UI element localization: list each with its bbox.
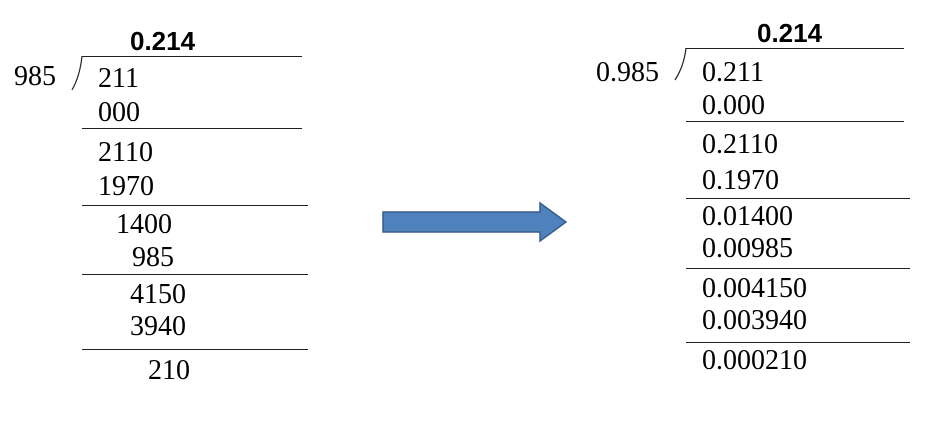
- right-row-3: 0.2110: [702, 129, 778, 160]
- right-division-bracket: [674, 48, 687, 81]
- right-rule-1: [686, 121, 904, 122]
- right-divisor: 0.985: [596, 57, 659, 88]
- right-quotient: 0.214: [757, 18, 823, 48]
- left-row-4: 1970: [98, 171, 154, 202]
- left-row-1: 211: [98, 63, 139, 94]
- right-row-6: 0.00985: [702, 233, 793, 264]
- right-vinculum: [686, 48, 904, 49]
- left-row-5: 1400: [116, 209, 172, 240]
- right-row-1: 0.211: [702, 57, 764, 88]
- left-row-7: 4150: [130, 279, 186, 310]
- left-row-6: 985: [132, 242, 174, 273]
- left-vinculum: [82, 56, 302, 57]
- right-row-8: 0.003940: [702, 305, 807, 336]
- left-row-3: 2110: [98, 137, 153, 168]
- left-divisor: 985: [14, 61, 56, 92]
- left-rule-4: [82, 349, 308, 350]
- left-rule-1: [82, 128, 302, 129]
- left-row-9: 210: [148, 355, 190, 386]
- right-row-2: 0.000: [702, 90, 765, 121]
- left-quotient: 0.214: [130, 26, 196, 56]
- left-rule-3: [82, 274, 308, 275]
- right-rule-4: [686, 342, 910, 343]
- right-arrow-icon: [382, 201, 568, 243]
- right-row-9: 0.000210: [702, 345, 807, 376]
- right-rule-2: [686, 198, 910, 199]
- left-rule-2: [82, 205, 308, 206]
- left-row-8: 3940: [130, 311, 186, 342]
- right-row-4: 0.1970: [702, 165, 779, 196]
- right-rule-3: [686, 268, 910, 269]
- right-row-5: 0.01400: [702, 201, 793, 232]
- right-row-7: 0.004150: [702, 273, 807, 304]
- left-row-2: 000: [98, 97, 140, 128]
- left-division-bracket: [71, 56, 83, 91]
